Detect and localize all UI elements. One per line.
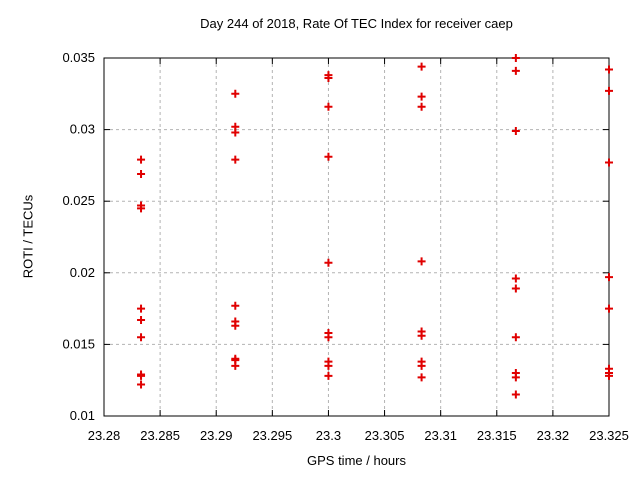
- x-tick-label: 23.295: [252, 428, 292, 443]
- data-point-marker: [231, 301, 240, 310]
- data-point-marker: [137, 316, 146, 325]
- y-tick-label: 0.01: [70, 408, 95, 423]
- data-point-marker: [137, 380, 146, 389]
- data-point-marker: [605, 304, 613, 313]
- x-tick-label: 23.28: [88, 428, 121, 443]
- data-point-marker: [324, 333, 333, 342]
- data-point-marker: [324, 152, 333, 161]
- data-point-marker: [137, 204, 146, 213]
- data-point-marker: [231, 361, 240, 370]
- data-point-marker: [231, 155, 240, 164]
- data-point-marker: [511, 333, 520, 342]
- chart-title: Day 244 of 2018, Rate Of TEC Index for r…: [200, 16, 513, 31]
- grid-lines: [103, 57, 610, 417]
- plot-border: [103, 57, 610, 417]
- data-point-marker: [511, 54, 520, 62]
- axis-ticks: [103, 57, 610, 417]
- y-tick-label: 0.035: [62, 50, 95, 65]
- data-point-marker: [605, 158, 613, 167]
- data-point-marker: [511, 274, 520, 283]
- x-tick-label: 23.29: [200, 428, 233, 443]
- data-point-marker: [511, 373, 520, 382]
- y-tick-label: 0.025: [62, 193, 95, 208]
- y-tick-label: 0.03: [70, 122, 95, 137]
- data-point-marker: [137, 304, 146, 313]
- data-point-marker: [417, 361, 426, 370]
- data-point-marker: [324, 74, 333, 83]
- data-point-marker: [605, 86, 613, 95]
- data-point-marker: [324, 258, 333, 267]
- data-point-marker: [511, 66, 520, 75]
- data-point-marker: [324, 361, 333, 370]
- x-tick-label: 23.32: [537, 428, 570, 443]
- x-tick-label: 23.325: [589, 428, 629, 443]
- data-point-marker: [511, 127, 520, 136]
- data-point-marker: [324, 102, 333, 111]
- data-point-marker: [417, 373, 426, 382]
- data-point-marker: [511, 284, 520, 293]
- data-point-marker: [137, 169, 146, 178]
- x-tick-label: 23.315: [477, 428, 517, 443]
- data-point-marker: [417, 257, 426, 266]
- plot-frame: [103, 57, 610, 417]
- data-point-marker: [605, 273, 613, 282]
- x-tick-label: 23.31: [424, 428, 457, 443]
- data-point-marker: [417, 92, 426, 101]
- y-tick-label: 0.015: [62, 336, 95, 351]
- data-point-marker: [231, 89, 240, 98]
- data-point-marker: [605, 65, 613, 74]
- data-point-marker: [511, 390, 520, 399]
- y-tick-label: 0.02: [70, 265, 95, 280]
- data-point-marker: [417, 331, 426, 340]
- x-tick-label: 23.285: [140, 428, 180, 443]
- data-point-marker: [417, 102, 426, 111]
- data-point-marker: [417, 62, 426, 71]
- x-tick-label: 23.305: [365, 428, 405, 443]
- data-point-marker: [231, 321, 240, 330]
- data-point-marker: [137, 155, 146, 164]
- data-points: [137, 54, 613, 399]
- tick-labels: 23.28 23.285 23.29 23.295 23.3 23.305 23.31 23.…: [62, 50, 628, 443]
- x-axis-label: GPS time / hours: [307, 453, 406, 468]
- data-point-marker: [324, 371, 333, 380]
- data-point-marker: [137, 371, 146, 380]
- x-tick-label: 23.3: [316, 428, 341, 443]
- data-point-marker: [231, 128, 240, 137]
- data-point-marker: [605, 371, 613, 380]
- data-point-marker: [137, 333, 146, 342]
